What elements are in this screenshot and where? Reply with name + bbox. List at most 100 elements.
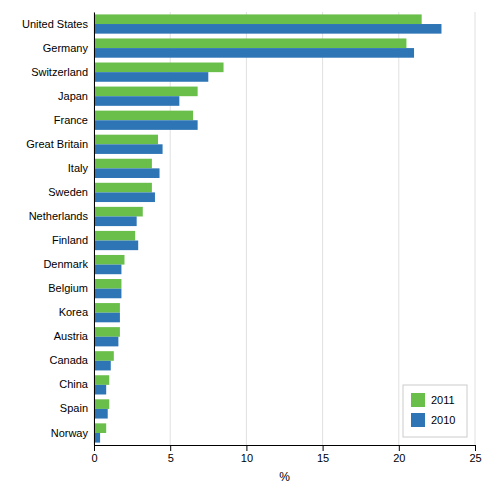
bar [94,241,138,251]
y-tick: France [54,114,94,126]
bar-series [94,24,441,443]
x-axis-title: % [279,470,290,484]
bars [94,14,441,442]
y-tick-label: Belgium [48,282,88,294]
y-tick: Finland [52,234,94,246]
y-tick-label: Canada [49,354,88,366]
legend: 2011 2010 [403,385,467,437]
bar [94,24,441,34]
x-tick-label: 0 [91,452,97,464]
x-tick: 0 [91,445,97,464]
y-tick: Italy [68,162,94,174]
y-tick-label: Switzerland [31,66,88,78]
y-tick-label: Sweden [48,186,88,198]
y-tick-label: Denmark [43,258,88,270]
y-tick-label: France [54,114,88,126]
grid-line [322,12,323,445]
y-tick: Korea [59,306,94,318]
bar [94,216,137,226]
bar [94,72,208,82]
bar [94,96,179,106]
bar [94,192,155,202]
bar [94,337,118,347]
bar [94,87,198,97]
x-tick: 25 [469,445,481,464]
y-tick: Norway [51,426,94,438]
y-tick-label: Netherlands [29,210,89,222]
y-tick: Austria [54,330,94,342]
y-tick-label: Great Britain [26,138,88,150]
bar [94,361,111,371]
bar [94,38,406,48]
grid-line [475,12,476,445]
legend-frame [403,385,467,437]
legend-item: 2011 [411,393,455,407]
y-tick-label: Austria [54,330,89,342]
bar [94,183,152,193]
legend-swatch [411,393,425,407]
y-tick-label: Norway [51,426,89,438]
x-tick: 10 [241,445,253,464]
bar [94,231,135,241]
grid [94,12,475,445]
bar [94,255,124,265]
bar [94,159,152,169]
y-tick-label: Korea [59,306,89,318]
y-axis-line [94,13,95,446]
bar [94,120,198,130]
y-tick: United States [22,18,94,30]
bar [94,423,106,433]
y-tick: Germany [43,42,94,54]
bar [94,48,414,58]
legend-label: 2011 [431,394,455,406]
plot: 0 5 10 15 20 25 United States Germany Switzerlan… [22,12,482,484]
x-tick-label: 5 [168,452,174,464]
grid-line [398,12,399,445]
y-tick: Netherlands [29,210,94,222]
bar [94,111,193,121]
x-tick-label: 10 [241,452,253,464]
x-tick-mark [246,445,247,451]
bar [94,289,121,299]
x-axis: 0 5 10 15 20 25 [91,445,481,464]
bar [94,207,143,217]
y-tick: Great Britain [26,138,94,150]
x-tick-mark [94,445,95,451]
x-tick-label: 15 [317,452,329,464]
bar [94,327,120,337]
y-tick: Switzerland [31,66,94,78]
chart: 0 5 10 15 20 25 United States Germany Switzerlan… [0,0,493,491]
y-tick: Spain [60,402,94,414]
grid-line [246,12,247,445]
y-tick: Denmark [43,258,94,270]
bar [94,279,121,289]
y-tick-label: Spain [60,402,88,414]
x-tick-label: 25 [469,452,481,464]
y-axis: United States Germany Switzerland Japan Fran… [22,13,95,446]
x-tick-mark [170,445,171,451]
x-tick-mark [475,445,476,451]
bar [94,144,163,154]
bar [94,313,120,323]
bar [94,168,160,178]
y-tick-label: Finland [52,234,88,246]
y-tick: China [59,378,94,390]
y-tick: Sweden [48,186,94,198]
y-tick-label: Japan [58,90,88,102]
bar [94,399,109,409]
x-tick-label: 20 [393,452,405,464]
legend-label: 2010 [431,414,455,426]
bar [94,14,422,24]
grid-line [94,12,95,445]
y-tick-label: China [59,378,89,390]
x-tick-mark [399,445,400,451]
y-tick: Canada [49,354,94,366]
x-axis-line [95,446,476,452]
bar [94,409,108,419]
y-tick-label: Germany [43,42,89,54]
legend-item: 2010 [411,413,455,427]
bar [94,63,224,73]
y-tick-label: Italy [68,162,89,174]
y-tick: Japan [58,90,94,102]
y-tick-label: United States [22,18,89,30]
